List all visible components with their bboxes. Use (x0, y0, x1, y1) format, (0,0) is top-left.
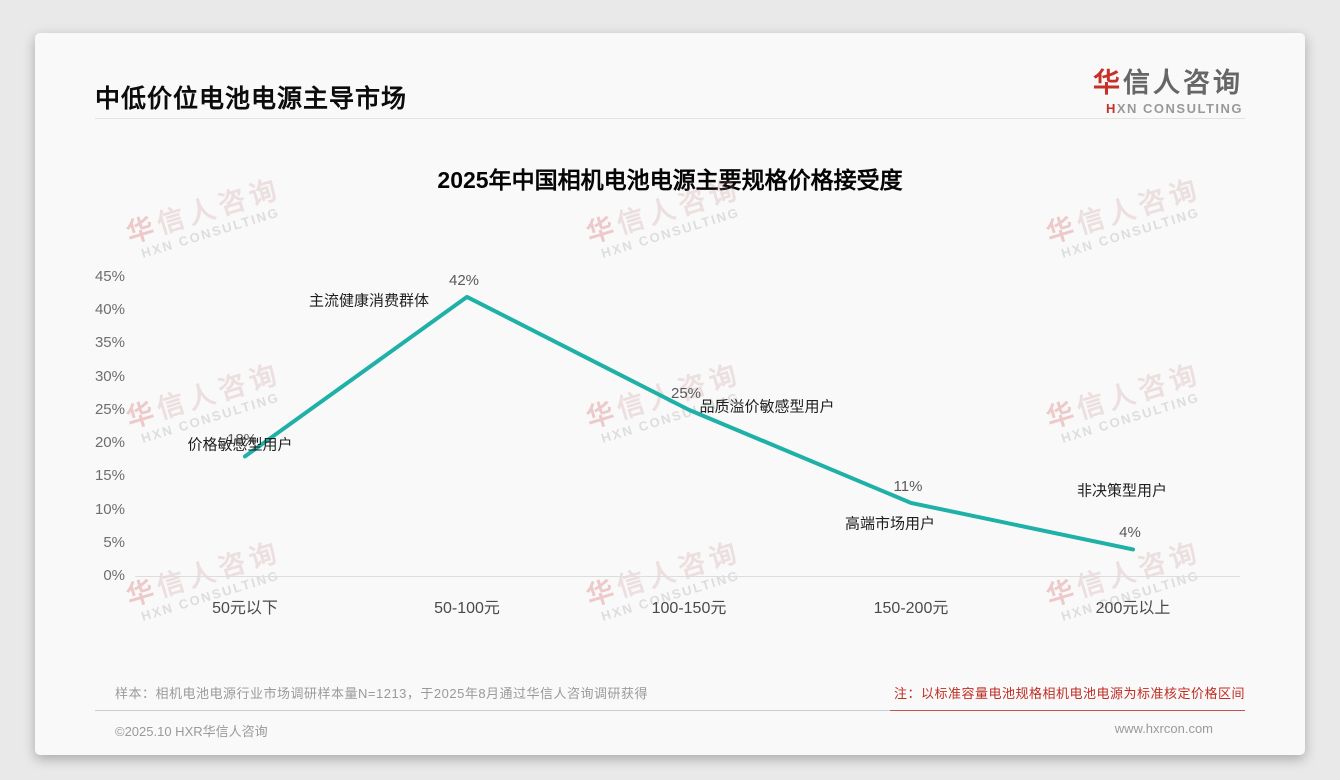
x-axis-category-label: 50-100元 (434, 600, 500, 617)
segment-annotation: 高端市场用户 (844, 515, 936, 533)
brand-logo-zh-accent: 华 (1093, 68, 1123, 98)
watermark-chinese: 华信人咨询 (122, 536, 285, 612)
y-axis-tick: 5% (103, 533, 125, 551)
footer-divider-red (890, 710, 1245, 711)
watermark-english: HXN CONSULTING (139, 389, 282, 446)
brand-logo-en-accent: H (1105, 101, 1117, 116)
x-axis-category-label: 150-200元 (873, 600, 949, 617)
watermark: 华信人咨询 HXN CONSULTING (581, 530, 749, 627)
segment-annotation: 品质溢价敏感型用户 (699, 398, 835, 416)
copyright-text: ©2025.10 HXR华信人咨询 (115, 724, 268, 739)
data-point-value-label: 18% (226, 431, 258, 449)
x-axis-category-label: 200元以上 (1095, 600, 1171, 617)
report-card: 中低价位电池电源主导市场 华信人咨询 HXN CONSULTING 2025年中… (35, 33, 1305, 755)
watermark: 华信人咨询 HXN CONSULTING (121, 352, 289, 449)
header-divider (95, 118, 1245, 119)
watermark-english: HXN CONSULTING (1059, 389, 1202, 446)
x-axis-line (135, 576, 1240, 577)
data-point-value-label: 11% (893, 477, 923, 495)
watermark-english: HXN CONSULTING (599, 567, 742, 624)
y-axis-tick: 20% (94, 434, 125, 452)
x-axis-category-label: 100-150元 (651, 600, 727, 617)
y-axis-tick: 45% (94, 268, 125, 285)
y-axis-tick: 40% (94, 301, 125, 319)
sample-note: 样本：相机电池电源行业市场调研样本量N=1213，于2025年8月通过华信人咨询… (115, 686, 649, 701)
segment-annotation: 非决策型用户 (1076, 482, 1168, 500)
watermark-english: HXN CONSULTING (139, 567, 282, 624)
watermark-chinese: 华信人咨询 (122, 358, 285, 434)
y-axis-tick: 30% (94, 367, 125, 385)
x-axis-category-label: 50元以下 (212, 600, 278, 617)
chart-title: 2025年中国相机电池电源主要规格价格接受度 (437, 167, 903, 193)
brand-logo-chinese: 华信人咨询 (1093, 61, 1243, 100)
data-point-value-label: 42% (448, 271, 480, 289)
watermark: 华信人咨询 HXN CONSULTING (121, 530, 289, 627)
acceptance-line-series (243, 294, 1135, 552)
data-point-value-label: 25% (670, 384, 702, 402)
brand-logo: 华信人咨询 HXN CONSULTING (1093, 61, 1243, 116)
brand-logo-en-rest: XN CONSULTING (1116, 101, 1243, 116)
brand-logo-english: HXN CONSULTING (1093, 101, 1243, 116)
watermark: 华信人咨询 HXN CONSULTING (581, 352, 749, 449)
brand-logo-zh-rest: 信人咨询 (1123, 68, 1243, 98)
y-axis-tick: 10% (94, 500, 125, 518)
segment-annotation: 价格敏感型用户 (187, 436, 293, 454)
y-axis-tick: 35% (94, 334, 125, 352)
watermark-english: HXN CONSULTING (1059, 204, 1202, 261)
watermark-english: HXN CONSULTING (599, 204, 742, 261)
watermark-chinese: 华信人咨询 (582, 358, 745, 434)
y-axis-tick: 15% (94, 467, 125, 485)
y-axis-tick: 0% (103, 567, 125, 584)
footer-divider-gray (95, 710, 890, 711)
watermark-english: HXN CONSULTING (139, 204, 282, 261)
website-text: www.hxrcon.com (1114, 721, 1213, 736)
y-axis-tick: 25% (94, 400, 125, 418)
footer-divider (95, 710, 1245, 711)
watermark-english: HXN CONSULTING (599, 389, 742, 446)
line-chart: 45% 40% 35% 30% 25% 20% 15% 10% 5% 0% 18% 42% 25% 11%… (35, 33, 1305, 755)
price-note: 注：以标准容量电池规格相机电池电源为标准核定价格区间 (893, 686, 1245, 701)
watermark-english: HXN CONSULTING (1059, 567, 1202, 624)
page-title: 中低价位电池电源主导市场 (95, 85, 408, 113)
line-path (243, 294, 1135, 552)
watermark: 华信人咨询 HXN CONSULTING (1041, 530, 1209, 627)
data-point-value-label: 4% (1119, 524, 1141, 542)
watermark-chinese: 华信人咨询 (582, 536, 745, 612)
watermark: 华信人咨询 HXN CONSULTING (1041, 352, 1209, 449)
watermark-chinese: 华信人咨询 (1042, 358, 1205, 434)
watermark-chinese: 华信人咨询 (1042, 536, 1205, 612)
segment-annotation: 主流健康消费群体 (308, 292, 430, 310)
